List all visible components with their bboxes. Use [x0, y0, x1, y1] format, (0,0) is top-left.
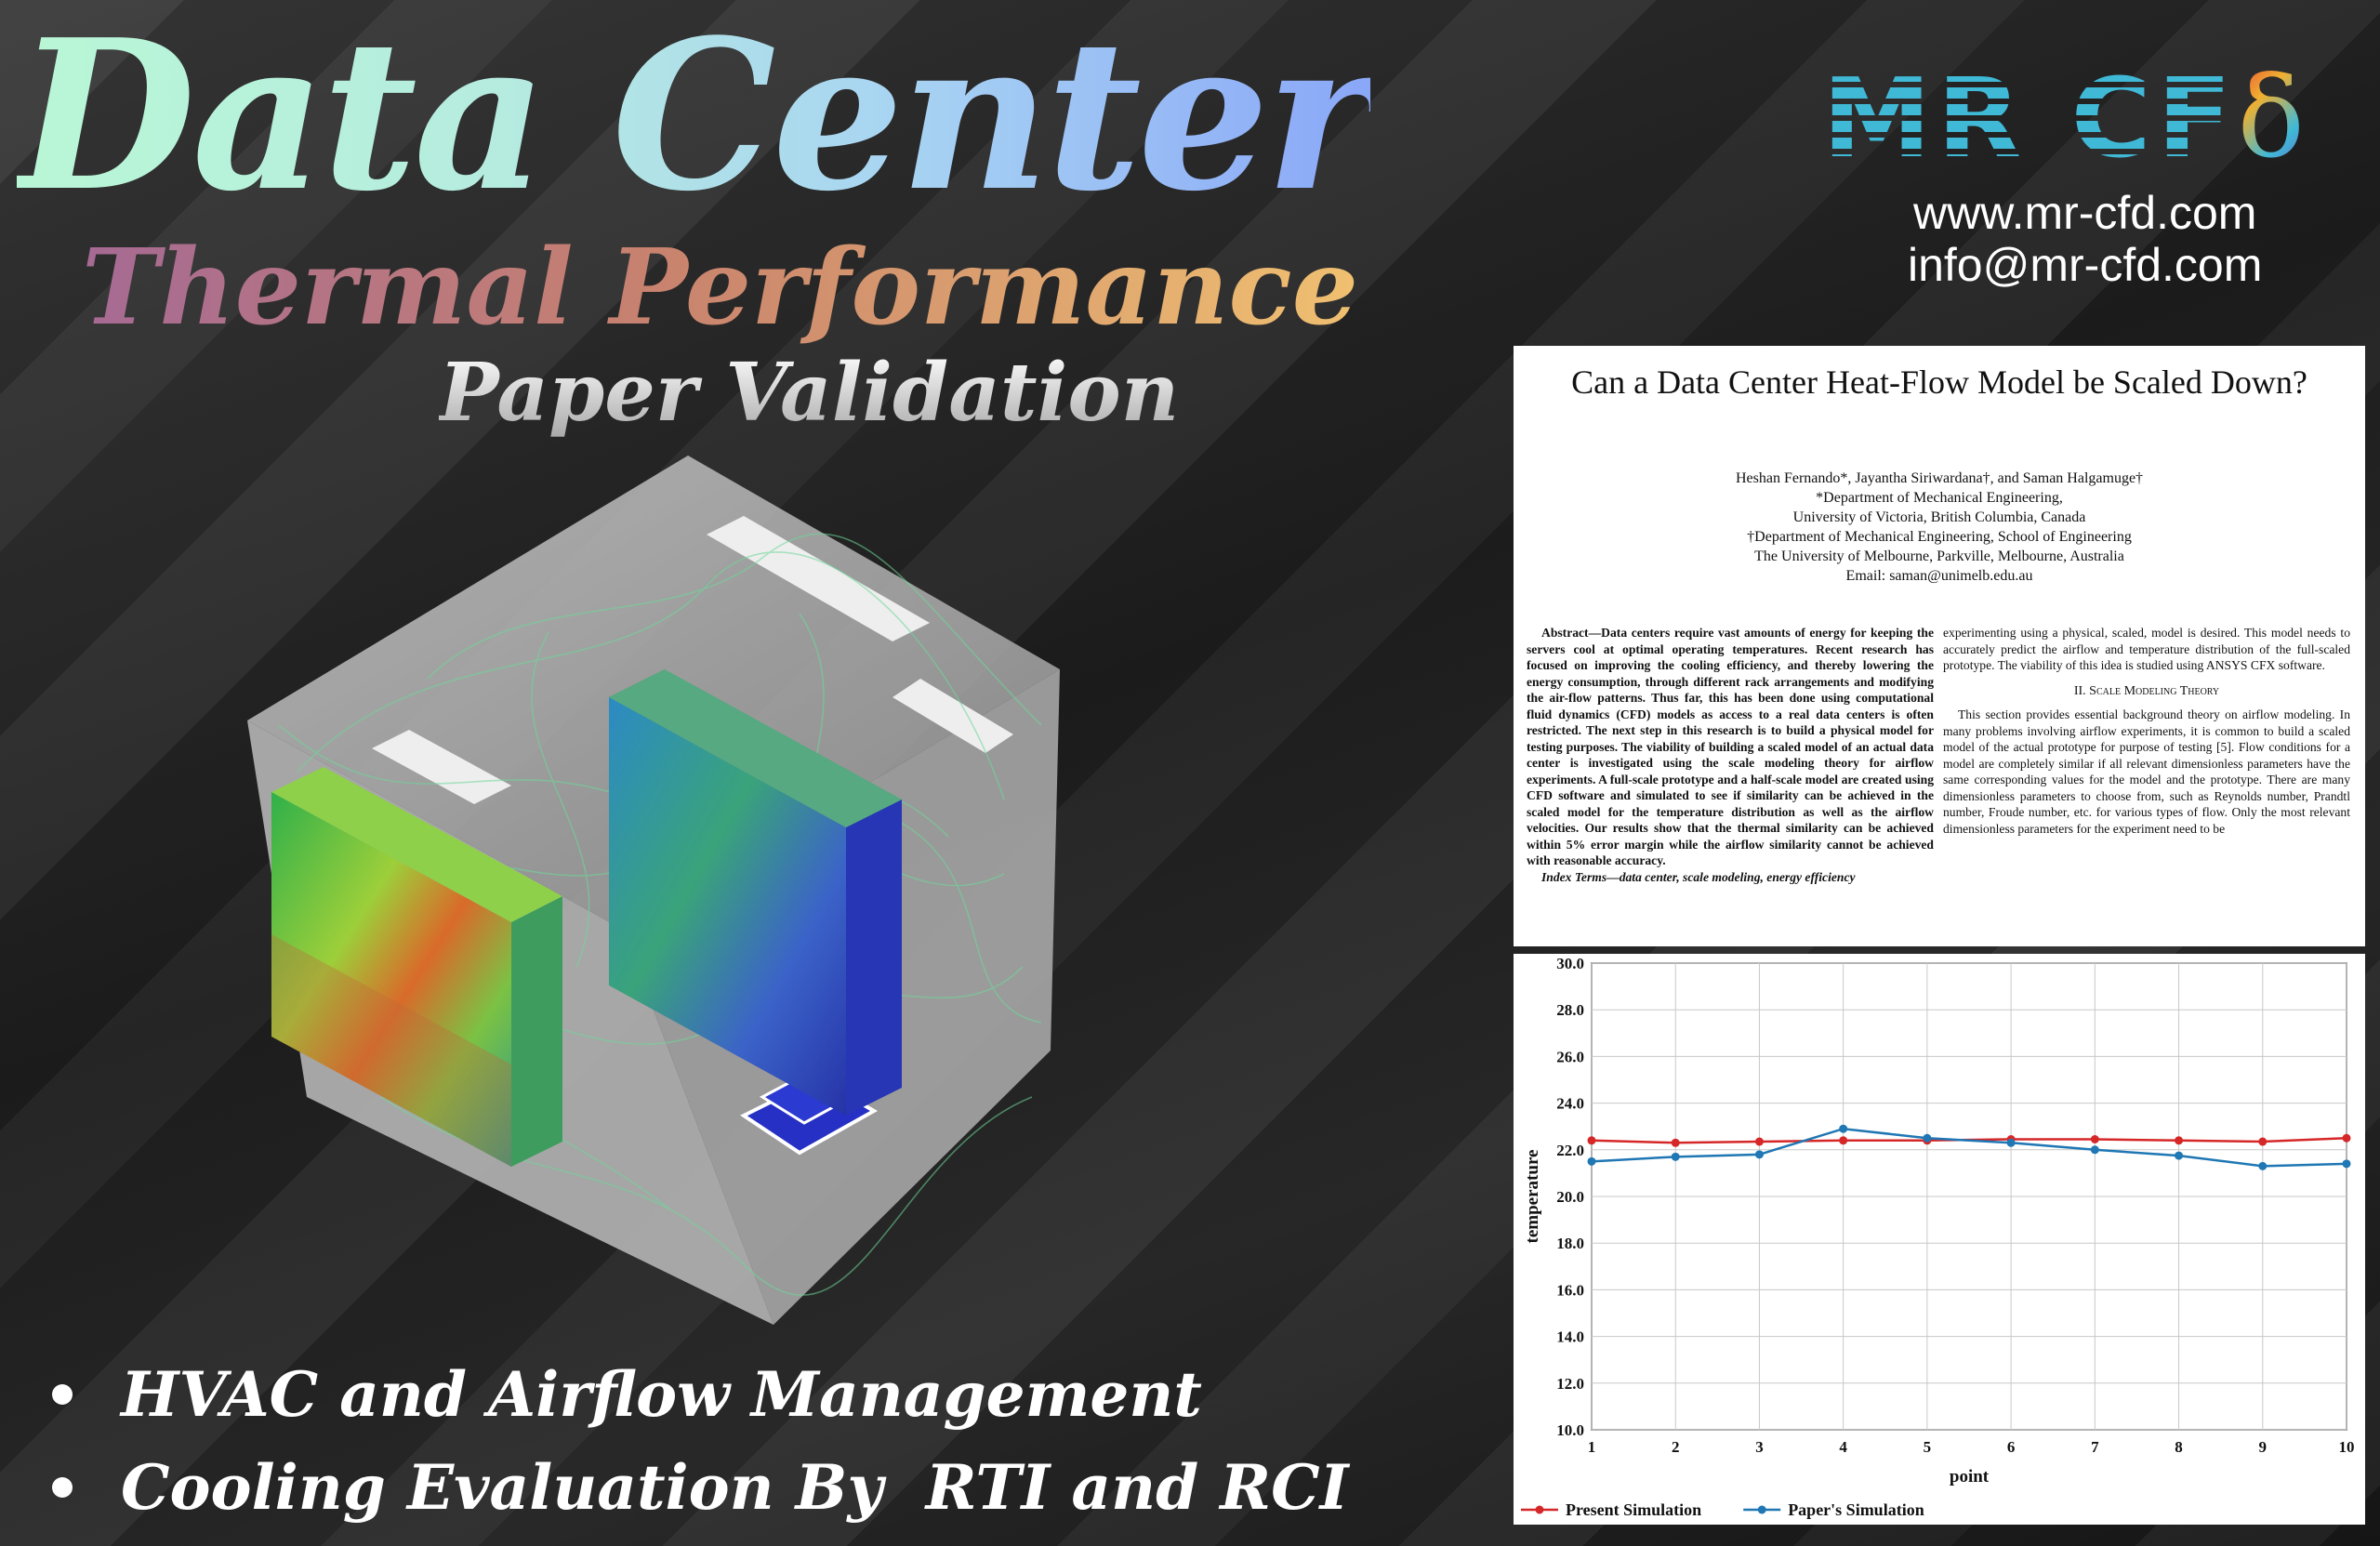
y-tick-label: 26.0: [1556, 1048, 1584, 1065]
data-point: [1754, 1137, 1764, 1146]
x-axis-label: point: [1950, 1467, 1990, 1487]
data-point: [2090, 1145, 2099, 1155]
paper-excerpt: Can a Data Center Heat-Flow Model be Sca…: [1514, 346, 2365, 946]
y-tick-label: 14.0: [1556, 1328, 1584, 1346]
paper-intro-text: experimenting using a physical, scaled, …: [1943, 626, 2350, 672]
data-point: [1671, 1152, 1680, 1161]
paper-affiliation: *Department of Mechanical Engineering,: [1816, 490, 2063, 506]
data-point: [1839, 1136, 1848, 1145]
legend-marker: [1757, 1505, 1766, 1514]
y-tick-label: 16.0: [1556, 1281, 1584, 1299]
paper-authors-block: Heshan Fernando*, Jayantha Siriwardana†,…: [1514, 469, 2365, 586]
y-tick-label: 12.0: [1556, 1375, 1584, 1393]
paper-validation-heading: Paper Validation: [439, 346, 1180, 440]
legend-label: Present Simulation: [1566, 1500, 1701, 1519]
x-tick-label: 2: [1672, 1438, 1680, 1456]
y-tick-label: 28.0: [1556, 1001, 1584, 1019]
data-point: [2090, 1135, 2099, 1144]
x-tick-label: 10: [2339, 1438, 2355, 1456]
server-rack-side: [511, 896, 562, 1167]
bullet-dot-icon: [52, 1477, 73, 1498]
paper-left-column: Abstract—Data centers require vast amoun…: [1527, 625, 1934, 885]
y-tick-label: 30.0: [1556, 955, 1584, 972]
website-link[interactable]: www.mr-cfd.com: [1913, 187, 2257, 239]
bullet-dot-icon: [52, 1384, 73, 1405]
y-tick-label: 10.0: [1556, 1421, 1584, 1439]
mr-cfd-logo: MR CFδ: [1822, 58, 2306, 179]
bullet-text: Cooling Evaluation By RTI and RCI: [121, 1451, 1349, 1524]
logo-delta-icon: δ: [2237, 54, 2305, 183]
data-point: [2006, 1138, 2016, 1147]
legend-marker: [1535, 1505, 1544, 1514]
y-axis-label: temperature: [1523, 1150, 1542, 1244]
y-tick-label: 22.0: [1556, 1142, 1584, 1159]
server-rack-side: [846, 799, 902, 1116]
legend-label: Paper's Simulation: [1788, 1500, 1924, 1519]
paper-section-body: This section provides essential backgrou…: [1943, 707, 2350, 836]
x-tick-label: 9: [2259, 1438, 2268, 1456]
x-tick-label: 7: [2091, 1438, 2099, 1456]
bullet-item: Cooling Evaluation By RTI and RCI: [35, 1441, 1348, 1534]
x-tick-label: 1: [1588, 1438, 1596, 1456]
rack-hot-zone: [271, 934, 511, 1167]
logo-text: MR CF: [1822, 54, 2238, 182]
data-point: [2175, 1136, 2184, 1145]
x-tick-label: 6: [2007, 1438, 2016, 1456]
ceiling-vent: [372, 730, 511, 804]
cfd-render-image: [247, 456, 1060, 1325]
bullet-text: HVAC and Airflow Management: [121, 1358, 1202, 1431]
subtitle: Thermal Performance: [82, 227, 1358, 349]
paper-authors: Heshan Fernando*, Jayantha Siriwardana†,…: [1735, 470, 2144, 486]
data-point: [1587, 1136, 1596, 1145]
validation-chart: 10.0 12.0 14.0 16.0 18.0 20.0 22.0 24.0 26.0 28.0…: [1514, 954, 2365, 1525]
data-point: [2258, 1137, 2268, 1146]
data-point: [1754, 1150, 1764, 1159]
paper-index-terms: Index Terms—data center, scale modeling,…: [1541, 869, 1856, 884]
ceiling-vent: [707, 516, 930, 641]
data-point: [2342, 1159, 2351, 1169]
y-tick-label: 20.0: [1556, 1188, 1584, 1206]
x-tick-label: 3: [1755, 1438, 1764, 1456]
x-tick-label: 8: [2175, 1438, 2183, 1456]
paper-title: Can a Data Center Heat-Flow Model be Sca…: [1571, 363, 2307, 401]
bullet-item: HVAC and Airflow Management: [35, 1348, 1348, 1441]
email-link[interactable]: info@mr-cfd.com: [1908, 239, 2263, 291]
series-line: [1591, 1127, 2347, 1168]
server-rack-front: [271, 792, 511, 1167]
paper-affiliation: †Department of Mechanical Engineering, S…: [1747, 529, 2132, 545]
paper-email: Email: saman@unimelb.edu.au: [1845, 568, 2033, 584]
temperature-line-chart: 10.0 12.0 14.0 16.0 18.0 20.0 22.0 24.0 26.0 28.0…: [1521, 955, 2355, 1519]
data-point: [2258, 1161, 2268, 1170]
paper-affiliation: The University of Melbourne, Parkville, …: [1754, 548, 2124, 564]
paper-affiliation: University of Victoria, British Columbia…: [1792, 509, 2086, 525]
data-point: [1923, 1133, 1932, 1143]
y-tick-label: 24.0: [1556, 1095, 1584, 1113]
rack-top: [609, 669, 902, 827]
paper-right-column: experimenting using a physical, scaled, …: [1943, 625, 2350, 837]
paper-section-heading: II. Scale Modeling Theory: [2073, 683, 2220, 698]
x-tick-label: 4: [1839, 1438, 1847, 1456]
feature-bullets: HVAC and Airflow Management Cooling Eval…: [35, 1348, 1348, 1534]
ceiling-vent: [892, 679, 1013, 753]
data-point: [2175, 1151, 2184, 1160]
main-title: Data Center: [17, 0, 1374, 237]
data-point: [1587, 1156, 1596, 1166]
paper-abstract: Abstract—Data centers require vast amoun…: [1527, 626, 1934, 867]
data-point: [2342, 1133, 2351, 1143]
x-tick-label: 5: [1924, 1438, 1932, 1456]
data-point: [1671, 1138, 1680, 1147]
server-rack-back: [609, 697, 846, 1116]
rack-top: [271, 767, 562, 922]
y-tick-label: 18.0: [1556, 1235, 1584, 1252]
data-point: [1839, 1124, 1848, 1133]
